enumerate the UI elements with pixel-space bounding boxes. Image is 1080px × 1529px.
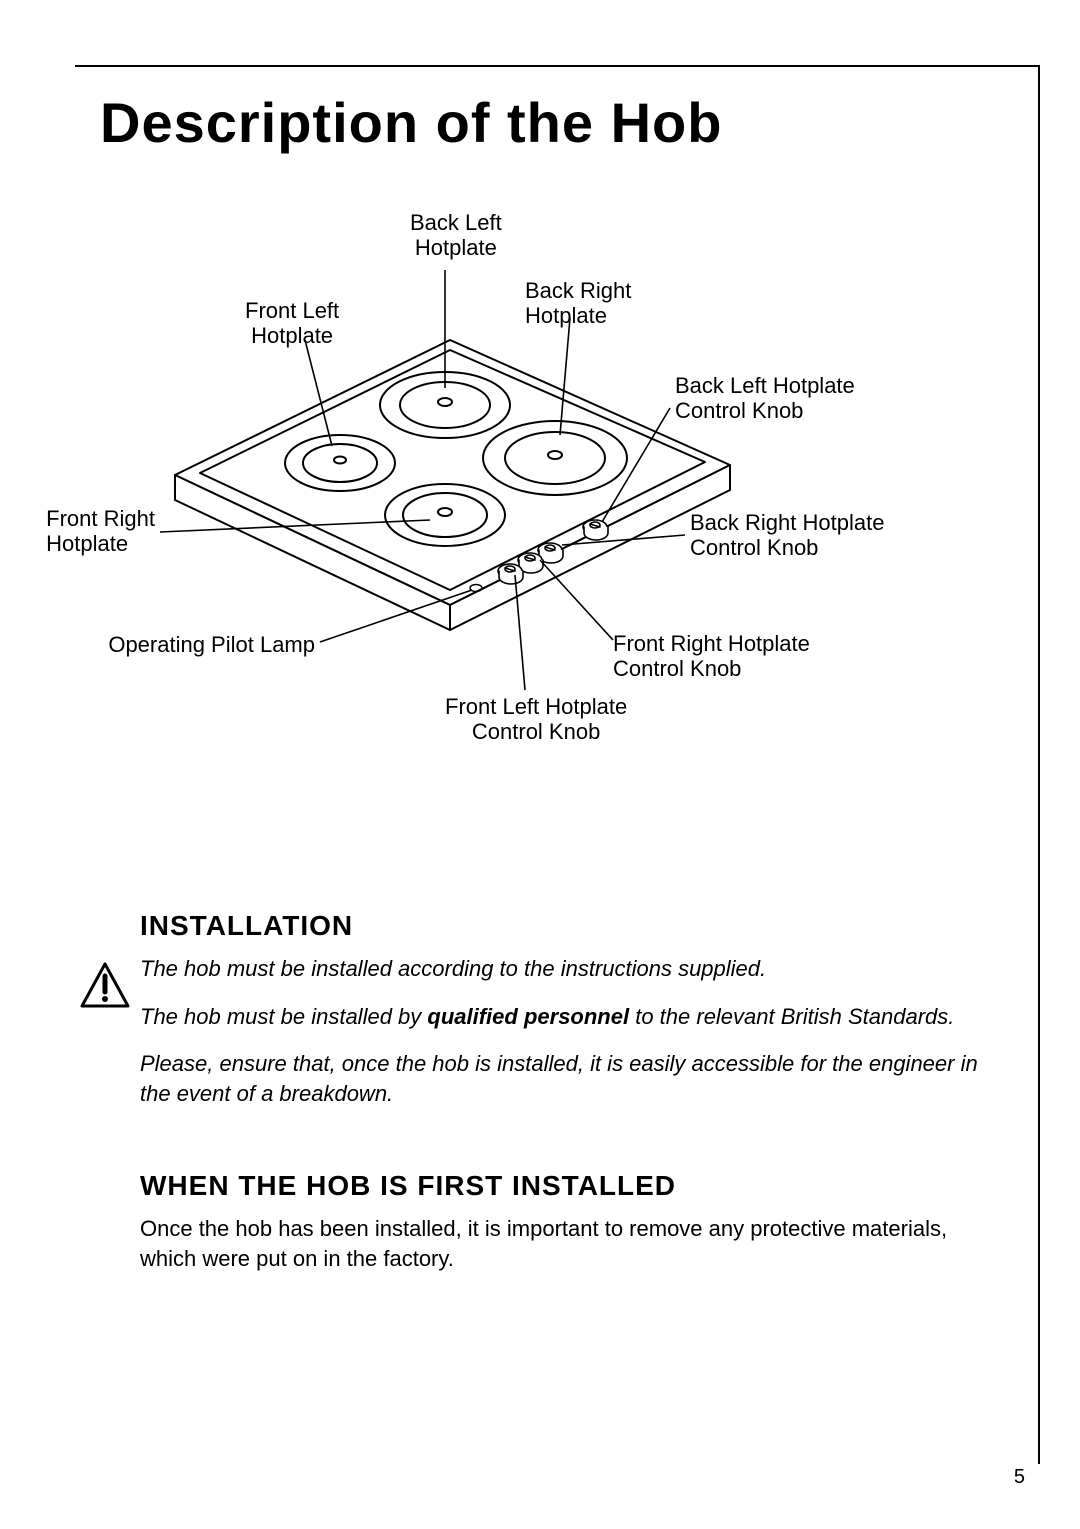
top-rule xyxy=(75,65,1040,67)
label-operating-pilot-lamp: Operating Pilot Lamp xyxy=(108,632,315,657)
hob-diagram: Back Left Hotplate Back Right Hotplate F… xyxy=(110,210,940,790)
warning-icon xyxy=(80,962,130,1008)
label-back-left-hotplate: Back Left Hotplate xyxy=(410,210,502,261)
installation-para3: Please, ensure that, once the hob is ins… xyxy=(140,1049,1005,1108)
label-back-right-knob: Back Right Hotplate Control Knob xyxy=(690,510,884,561)
manual-page: Description of the Hob xyxy=(0,0,1080,1529)
heading-installation: INSTALLATION xyxy=(140,910,1005,942)
label-front-right-knob: Front Right Hotplate Control Knob xyxy=(613,631,810,682)
label-back-right-hotplate: Back Right Hotplate xyxy=(525,278,631,329)
installation-para2: The hob must be installed by qualified p… xyxy=(140,1002,1005,1032)
page-title: Description of the Hob xyxy=(100,90,722,155)
right-rule xyxy=(1038,65,1040,1464)
installation-para2-bold: qualified personnel xyxy=(427,1004,629,1029)
label-front-right-hotplate: Front Right Hotplate xyxy=(46,506,155,557)
page-number: 5 xyxy=(1014,1466,1025,1489)
label-front-left-hotplate: Front Left Hotplate xyxy=(245,298,339,349)
label-back-left-knob: Back Left Hotplate Control Knob xyxy=(675,373,855,424)
heading-first-installed: WHEN THE HOB IS FIRST INSTALLED xyxy=(140,1170,1005,1202)
first-installed-para1: Once the hob has been installed, it is i… xyxy=(140,1214,1005,1273)
installation-para2-pre: The hob must be installed by xyxy=(140,1004,427,1029)
section-first-installed: WHEN THE HOB IS FIRST INSTALLED Once the… xyxy=(140,1170,1005,1291)
label-front-left-knob: Front Left Hotplate Control Knob xyxy=(445,694,627,745)
installation-para1: The hob must be installed according to t… xyxy=(140,954,1005,984)
installation-para2-post: to the relevant British Standards. xyxy=(629,1004,954,1029)
section-installation: INSTALLATION The hob must be installed a… xyxy=(140,910,1005,1127)
